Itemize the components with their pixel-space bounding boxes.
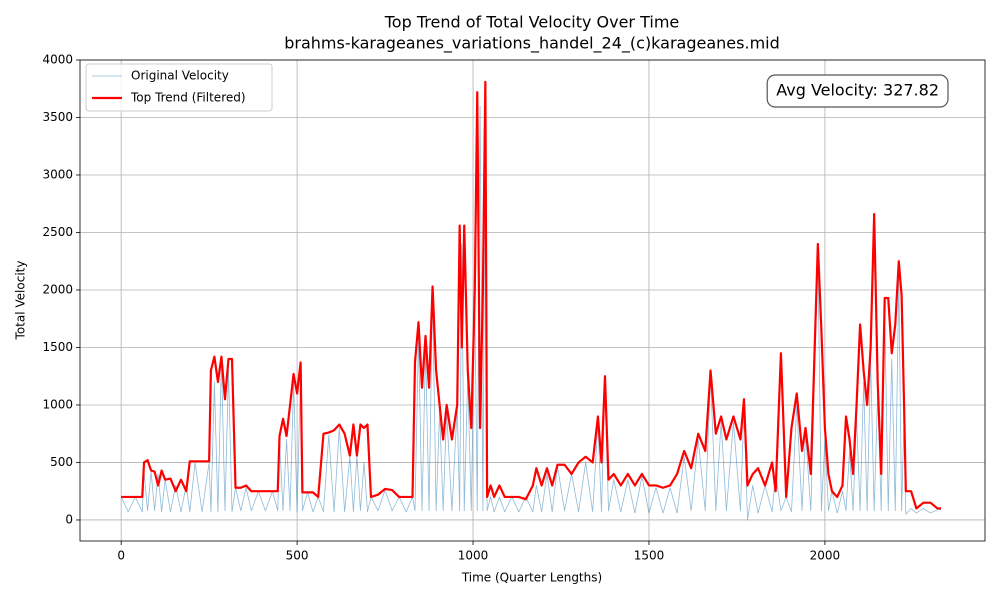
legend-label: Top Trend (Filtered)	[130, 91, 246, 105]
y-tick-label: 1000	[42, 397, 73, 411]
y-tick-label: 2500	[42, 225, 73, 239]
x-tick-label: 500	[286, 549, 309, 563]
x-tick-label: 0	[117, 549, 125, 563]
plot-frame	[79, 59, 986, 542]
y-tick-label: 2000	[42, 282, 73, 296]
x-tick-label: 1000	[458, 549, 489, 563]
legend-box	[85, 63, 273, 112]
legend-label: Original Velocity	[131, 69, 229, 83]
series-line	[120, 94, 942, 521]
y-tick-label: 500	[50, 455, 73, 469]
annotation-box	[766, 74, 949, 108]
y-tick-label: 0	[65, 512, 73, 526]
annotation: Avg Velocity: 327.82	[776, 81, 939, 100]
chart-subtitle: brahms-karageanes_variations_handel_24_(…	[284, 34, 780, 54]
y-tick-label: 1500	[42, 340, 73, 354]
y-axis-label: Total Velocity	[14, 261, 28, 341]
y-tick-label: 3000	[42, 167, 73, 181]
y-tick-label: 4000	[42, 53, 73, 67]
x-axis-label: Time (Quarter Lengths)	[461, 571, 602, 585]
x-tick-label: 2000	[810, 549, 841, 563]
chart-title: Top Trend of Total Velocity Over Time	[384, 13, 680, 32]
x-tick-label: 1500	[634, 549, 665, 563]
y-tick-label: 3500	[42, 110, 73, 124]
series-line	[121, 80, 942, 510]
